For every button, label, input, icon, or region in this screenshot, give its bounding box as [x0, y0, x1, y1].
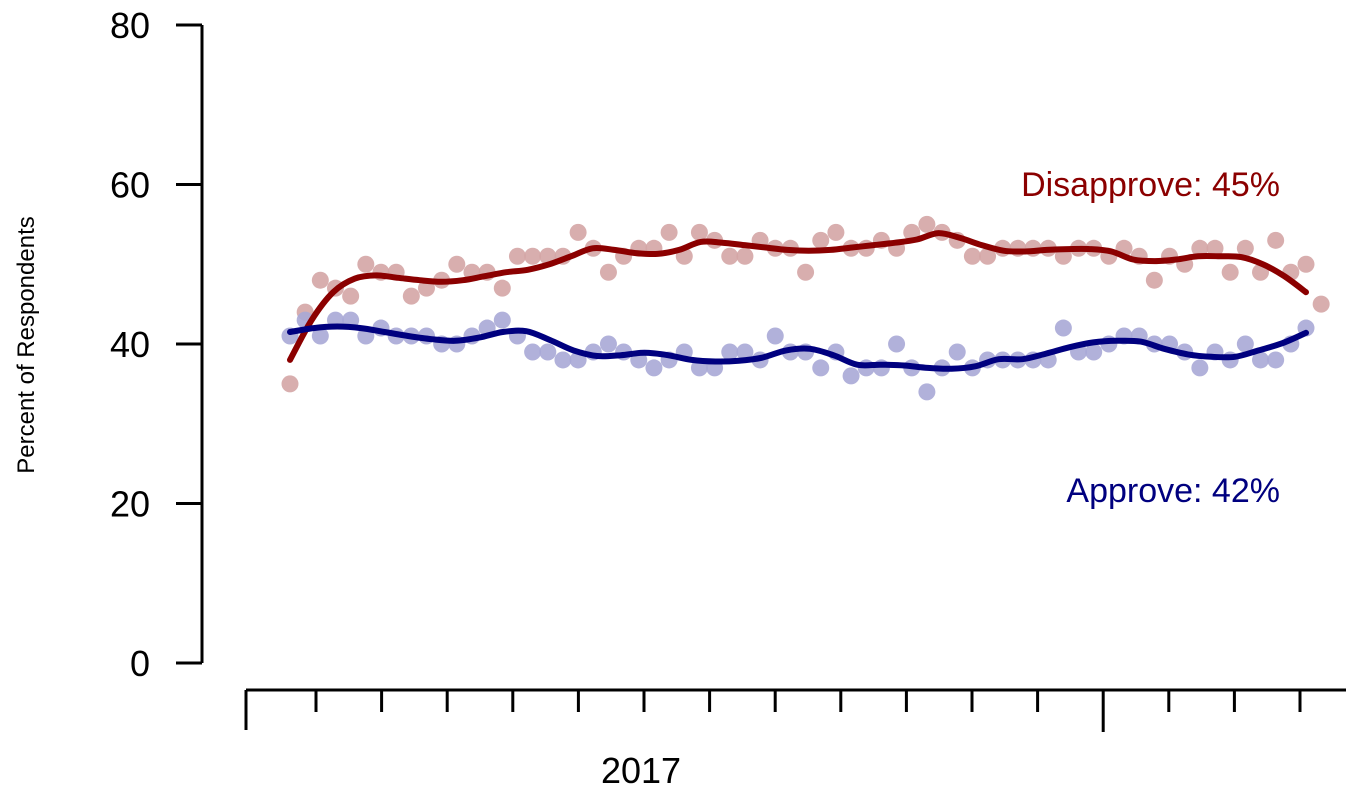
disapprove-point — [1267, 231, 1285, 249]
approve-point — [645, 359, 663, 377]
y-axis: 0 20 40 60 80 — [110, 5, 204, 684]
data-points — [281, 215, 1330, 401]
disapprove-point — [827, 223, 845, 241]
disapprove-point — [1236, 239, 1254, 257]
approve-trend-line — [287, 323, 1309, 372]
disapprove-point — [721, 247, 739, 265]
disapprove-point — [812, 231, 830, 249]
disapprove-point — [736, 247, 754, 265]
disapprove-point — [963, 247, 981, 265]
disapprove-point — [903, 223, 921, 241]
approve-point — [766, 327, 784, 345]
approve-point — [1085, 343, 1103, 361]
y-tick-label: 40 — [110, 324, 150, 365]
disapprove-point — [311, 271, 329, 289]
disapprove-point — [1145, 271, 1163, 289]
y-tick-label: 0 — [130, 643, 150, 684]
approve-series-label: Approve: 42% — [1066, 472, 1280, 510]
disapprove-point — [357, 255, 375, 273]
disapprove-series-label: Disapprove: 45% — [1021, 166, 1280, 204]
approve-point — [599, 335, 617, 353]
disapprove-point — [690, 223, 708, 241]
disapprove-point — [979, 247, 997, 265]
approve-point — [1054, 319, 1072, 337]
disapprove-point — [493, 279, 511, 297]
approve-point — [1252, 351, 1270, 369]
y-tick-label: 20 — [110, 484, 150, 525]
disapprove-point — [1191, 239, 1209, 257]
approve-point — [721, 343, 739, 361]
x-year-label: 2017 — [601, 750, 681, 786]
disapprove-point — [569, 223, 587, 241]
y-axis-title: Percent of Respondents — [13, 216, 40, 474]
approve-point — [1191, 359, 1209, 377]
approve-point — [311, 327, 329, 345]
approve-point — [918, 383, 936, 401]
approve-point — [493, 311, 511, 329]
approve-point — [524, 343, 542, 361]
x-axis — [244, 688, 1346, 732]
approve-point — [1267, 351, 1285, 369]
disapprove-point — [660, 223, 678, 241]
approve-point — [736, 343, 754, 361]
disapprove-point — [1221, 263, 1239, 281]
disapprove-point — [797, 263, 815, 281]
y-tick-label: 80 — [110, 5, 150, 46]
disapprove-point — [1312, 295, 1330, 313]
approve-point — [842, 367, 860, 385]
disapprove-point — [599, 263, 617, 281]
approve-point — [554, 351, 572, 369]
disapprove-point — [281, 375, 299, 393]
approve-point — [539, 343, 557, 361]
approve-point — [888, 335, 906, 353]
approve-point — [812, 359, 830, 377]
y-tick-label: 60 — [110, 165, 150, 206]
disapprove-point — [508, 247, 526, 265]
disapprove-point — [448, 255, 466, 273]
disapprove-point — [1206, 239, 1224, 257]
trend-lines — [287, 230, 1309, 372]
disapprove-point — [918, 215, 936, 233]
disapprove-trend-line — [287, 230, 1309, 363]
disapprove-point — [402, 287, 420, 305]
approve-point — [948, 343, 966, 361]
approve-point — [1236, 335, 1254, 353]
disapprove-point — [342, 287, 360, 305]
disapprove-point — [524, 247, 542, 265]
disapprove-point — [1297, 255, 1315, 273]
